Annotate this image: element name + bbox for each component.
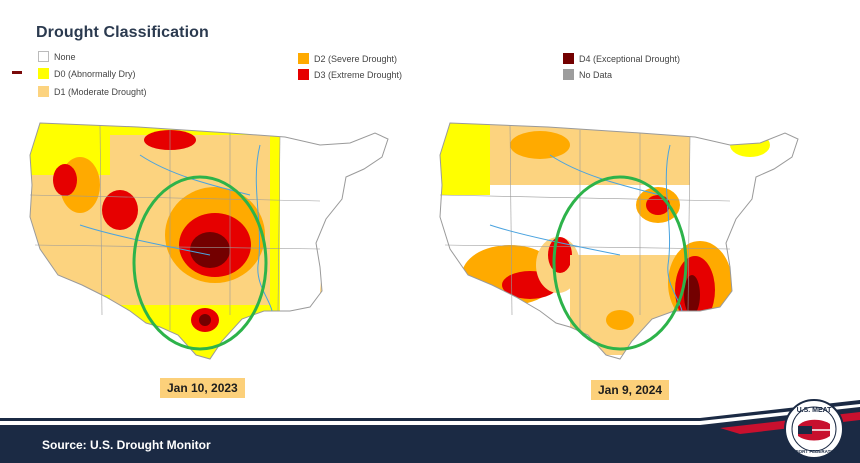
legend-item-d4: D4 (Exceptional Drought) <box>563 53 680 64</box>
highlight-ellipse <box>132 175 268 351</box>
legend-label: No Data <box>579 69 613 80</box>
legend-title: Drought Classification <box>36 24 209 41</box>
legend-item-d2: D2 (Severe Drought) <box>298 53 397 64</box>
legend-marker <box>12 71 22 74</box>
legend-swatch <box>298 69 309 80</box>
legend-item-d3: D3 (Extreme Drought) <box>298 69 402 80</box>
legend-label: D1 (Moderate Drought) <box>54 86 147 97</box>
drought-map-2024 <box>430 115 840 365</box>
drought-map-2023 <box>20 115 420 365</box>
source-credit: Source: U.S. Drought Monitor <box>42 438 211 452</box>
legend-swatch <box>563 69 574 80</box>
svg-text:U.S. MEAT: U.S. MEAT <box>797 407 833 414</box>
legend-item-no-data: No Data <box>563 69 612 80</box>
legend-item-d1: D1 (Moderate Drought) <box>38 86 147 97</box>
legend-swatch <box>563 53 574 64</box>
legend-item-d0: D0 (Abnormally Dry) <box>38 68 136 79</box>
svg-text:EXPORT FEDERATION: EXPORT FEDERATION <box>790 449 839 454</box>
usmef-logo: U.S. MEAT EXPORT FEDERATION <box>782 398 846 460</box>
legend-label: D0 (Abnormally Dry) <box>54 68 136 79</box>
date-label-2024: Jan 9, 2024 <box>591 380 670 400</box>
legend-label: D2 (Severe Drought) <box>314 53 398 64</box>
highlight-ellipse <box>552 175 688 351</box>
legend-swatch <box>38 51 49 62</box>
legend-swatch <box>38 68 49 79</box>
legend-label: D4 (Exceptional Drought) <box>579 53 681 64</box>
date-label-2023: Jan 10, 2023 <box>160 378 245 398</box>
legend-swatch <box>38 86 49 97</box>
legend-label: D3 (Extreme Drought) <box>314 69 403 80</box>
legend-swatch <box>298 53 309 64</box>
footer-bar <box>0 398 860 463</box>
legend-item-none: None <box>38 51 76 62</box>
legend-label: None <box>54 51 76 62</box>
